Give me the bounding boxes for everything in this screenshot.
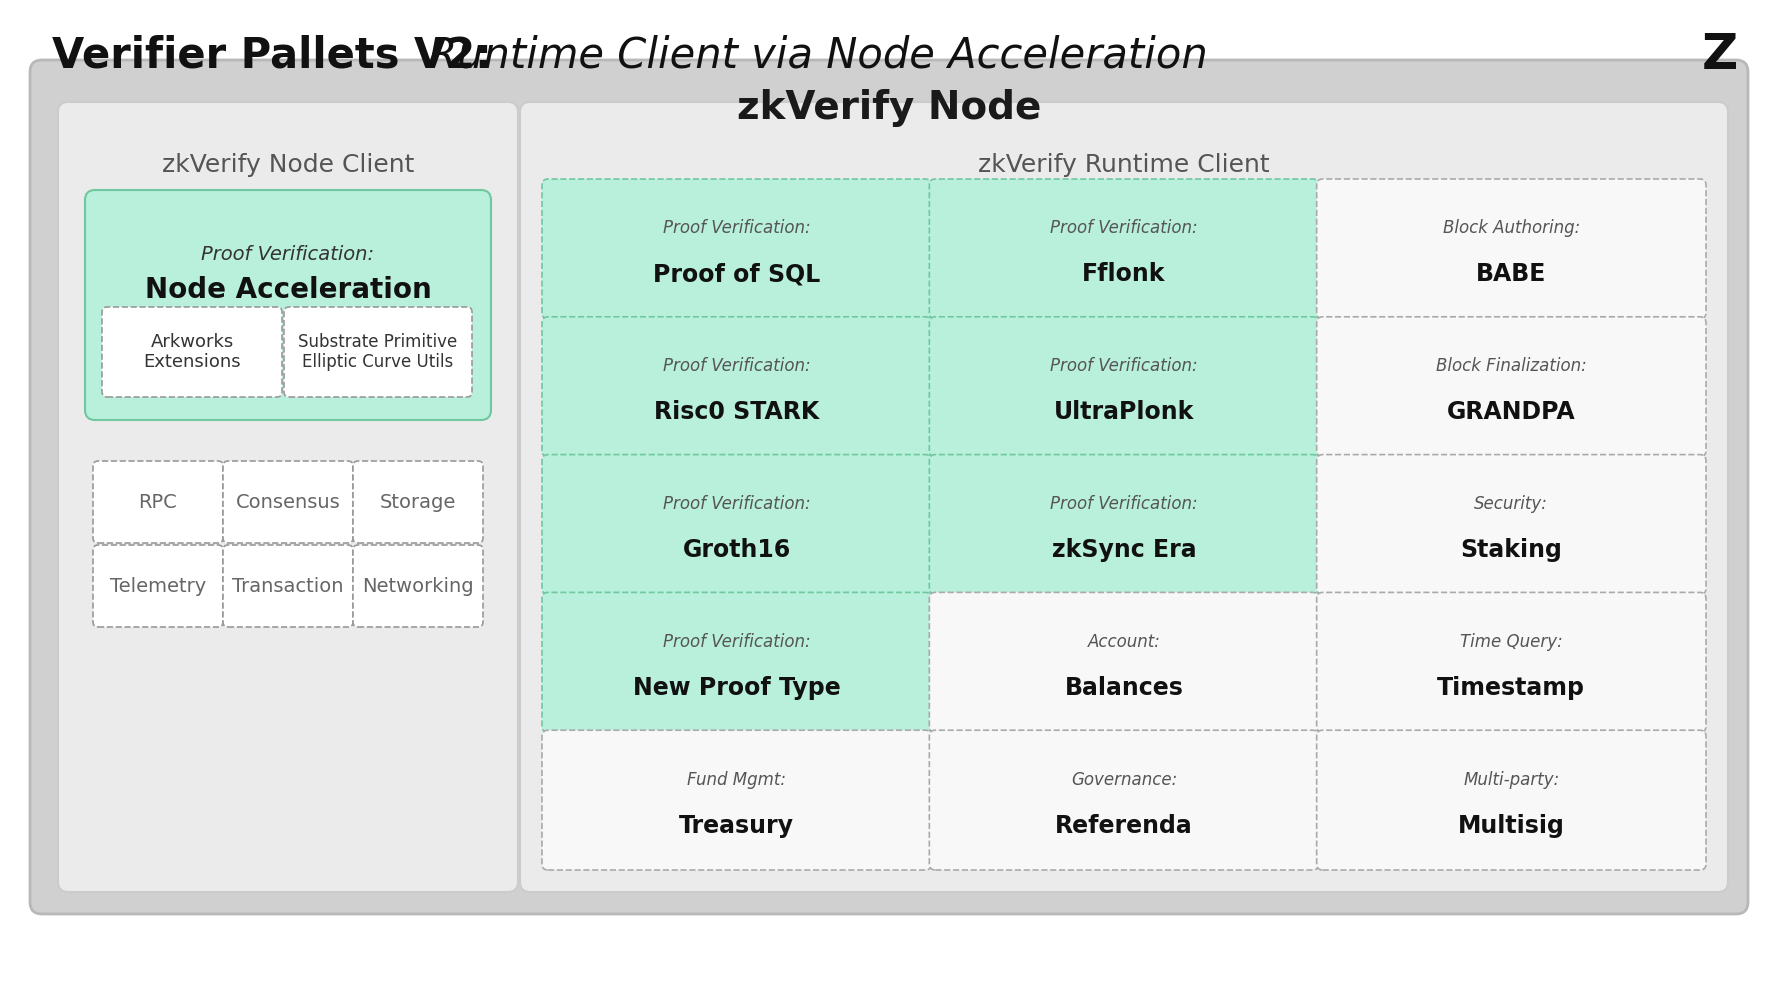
- Text: Timestamp: Timestamp: [1437, 676, 1586, 700]
- Text: zkSync Era: zkSync Era: [1053, 538, 1197, 562]
- Text: Proof Verification:: Proof Verification:: [1051, 495, 1198, 513]
- FancyBboxPatch shape: [542, 317, 932, 457]
- Text: Consensus: Consensus: [236, 492, 340, 512]
- Text: Multi-party:: Multi-party:: [1463, 771, 1559, 789]
- FancyBboxPatch shape: [930, 179, 1319, 319]
- FancyBboxPatch shape: [354, 545, 484, 627]
- FancyBboxPatch shape: [1317, 179, 1707, 319]
- FancyBboxPatch shape: [1317, 455, 1707, 594]
- FancyBboxPatch shape: [519, 102, 1728, 892]
- FancyBboxPatch shape: [542, 455, 932, 594]
- FancyBboxPatch shape: [85, 190, 491, 420]
- Text: Proof Verification:: Proof Verification:: [1051, 357, 1198, 375]
- FancyBboxPatch shape: [930, 730, 1319, 870]
- Text: BABE: BABE: [1476, 262, 1547, 286]
- FancyBboxPatch shape: [930, 592, 1319, 732]
- FancyBboxPatch shape: [930, 317, 1319, 457]
- Text: Transaction: Transaction: [233, 576, 343, 595]
- Text: zkVerify Node: zkVerify Node: [736, 89, 1042, 127]
- FancyBboxPatch shape: [222, 545, 354, 627]
- Text: New Proof Type: New Proof Type: [633, 676, 841, 700]
- FancyBboxPatch shape: [354, 461, 484, 543]
- FancyBboxPatch shape: [542, 592, 932, 732]
- FancyBboxPatch shape: [30, 60, 1748, 914]
- Text: Proof Verification:: Proof Verification:: [663, 219, 811, 237]
- Text: Proof Verification:: Proof Verification:: [1051, 219, 1198, 237]
- Text: Fund Mgmt:: Fund Mgmt:: [686, 771, 786, 789]
- FancyBboxPatch shape: [92, 545, 222, 627]
- Text: Balances: Balances: [1065, 676, 1184, 700]
- Text: Referenda: Referenda: [1054, 814, 1193, 838]
- Text: Fflonk: Fflonk: [1083, 262, 1166, 286]
- Text: Proof Verification:: Proof Verification:: [663, 633, 811, 651]
- Text: Runtime Client via Node Acceleration: Runtime Client via Node Acceleration: [414, 34, 1207, 76]
- FancyBboxPatch shape: [1317, 730, 1707, 870]
- Text: Treasury: Treasury: [679, 814, 795, 838]
- Text: Staking: Staking: [1460, 538, 1563, 562]
- Text: Z: Z: [1702, 31, 1739, 79]
- Text: zkVerify Runtime Client: zkVerify Runtime Client: [978, 153, 1269, 177]
- Text: GRANDPA: GRANDPA: [1447, 400, 1575, 424]
- Text: Proof Verification:: Proof Verification:: [663, 357, 811, 375]
- Text: Networking: Networking: [363, 576, 473, 595]
- Text: Substrate Primitive
Elliptic Curve Utils: Substrate Primitive Elliptic Curve Utils: [299, 333, 457, 371]
- Text: Node Acceleration: Node Acceleration: [144, 276, 432, 304]
- Text: Block Authoring:: Block Authoring:: [1442, 219, 1581, 237]
- FancyBboxPatch shape: [59, 102, 517, 892]
- FancyBboxPatch shape: [284, 307, 471, 397]
- Text: Security:: Security:: [1474, 495, 1549, 513]
- FancyBboxPatch shape: [1317, 592, 1707, 732]
- FancyBboxPatch shape: [92, 461, 222, 543]
- Text: Block Finalization:: Block Finalization:: [1437, 357, 1586, 375]
- Text: Proof Verification:: Proof Verification:: [663, 495, 811, 513]
- FancyBboxPatch shape: [542, 179, 932, 319]
- Text: Multisig: Multisig: [1458, 814, 1565, 838]
- Text: UltraPlonk: UltraPlonk: [1054, 400, 1195, 424]
- FancyBboxPatch shape: [1317, 317, 1707, 457]
- Text: Groth16: Groth16: [683, 538, 791, 562]
- Text: Proof Verification:: Proof Verification:: [201, 245, 375, 264]
- Text: Risc0 STARK: Risc0 STARK: [654, 400, 820, 424]
- FancyBboxPatch shape: [930, 455, 1319, 594]
- FancyBboxPatch shape: [222, 461, 354, 543]
- Text: Verifier Pallets V2:: Verifier Pallets V2:: [52, 34, 493, 76]
- Text: Proof of SQL: Proof of SQL: [653, 262, 820, 286]
- Text: Arkworks
Extensions: Arkworks Extensions: [144, 333, 240, 371]
- Text: Storage: Storage: [380, 492, 457, 512]
- Text: Account:: Account:: [1088, 633, 1161, 651]
- Text: Telemetry: Telemetry: [110, 576, 206, 595]
- Text: zkVerify Node Client: zkVerify Node Client: [162, 153, 414, 177]
- FancyBboxPatch shape: [101, 307, 283, 397]
- FancyBboxPatch shape: [542, 730, 932, 870]
- Text: Time Query:: Time Query:: [1460, 633, 1563, 651]
- Text: Governance:: Governance:: [1070, 771, 1177, 789]
- Text: RPC: RPC: [139, 492, 178, 512]
